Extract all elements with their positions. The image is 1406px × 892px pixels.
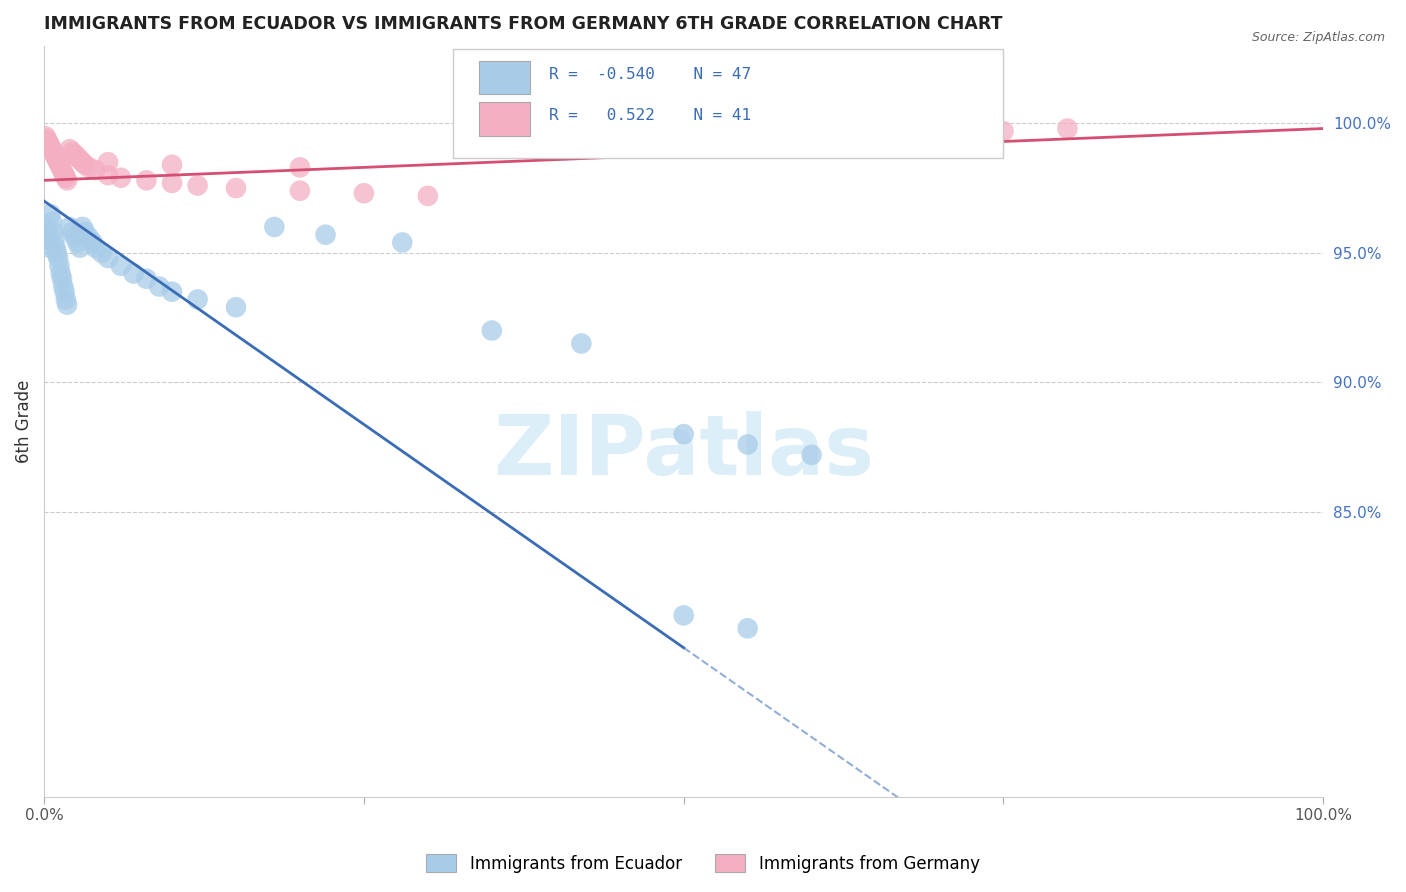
Point [39, 207, 62, 221]
Point [59, 142, 82, 156]
Point [1056, 121, 1078, 136]
Point [672, 427, 695, 442]
Point [135, 271, 157, 285]
Point [481, 324, 503, 338]
Point [63, 230, 86, 244]
Point [37, 135, 59, 149]
Point [41, 142, 63, 156]
Point [672, 608, 695, 623]
Point [45, 241, 67, 255]
Point [187, 178, 209, 193]
Point [160, 158, 183, 172]
Point [42, 145, 65, 159]
Point [569, 336, 592, 351]
Point [60, 225, 83, 239]
Point [225, 181, 247, 195]
Point [51, 163, 73, 178]
Point [48, 259, 70, 273]
Point [263, 219, 285, 234]
Point [66, 150, 89, 164]
Text: R =   0.522    N = 41: R = 0.522 N = 41 [550, 108, 751, 123]
Point [38, 241, 60, 255]
FancyBboxPatch shape [479, 61, 530, 95]
Point [60, 145, 83, 159]
Point [53, 168, 76, 182]
Text: Source: ZipAtlas.com: Source: ZipAtlas.com [1251, 31, 1385, 45]
Point [73, 158, 96, 172]
Point [135, 173, 157, 187]
Point [97, 155, 120, 169]
Point [993, 124, 1015, 138]
Legend: Immigrants from Ecuador, Immigrants from Germany: Immigrants from Ecuador, Immigrants from… [420, 847, 986, 880]
Point [49, 267, 72, 281]
Point [63, 147, 86, 161]
Text: IMMIGRANTS FROM ECUADOR VS IMMIGRANTS FROM GERMANY 6TH GRADE CORRELATION CHART: IMMIGRANTS FROM ECUADOR VS IMMIGRANTS FR… [44, 15, 1002, 33]
Point [46, 251, 69, 265]
Point [737, 437, 759, 451]
Point [84, 241, 107, 255]
Point [391, 235, 413, 250]
Point [45, 153, 67, 167]
Point [39, 139, 62, 153]
Point [110, 170, 132, 185]
Point [51, 271, 73, 285]
Point [45, 150, 67, 164]
Point [800, 448, 823, 462]
Point [90, 245, 112, 260]
Point [737, 621, 759, 635]
Point [49, 161, 72, 175]
Point [48, 158, 70, 172]
Point [288, 184, 311, 198]
Point [56, 173, 79, 187]
Point [84, 163, 107, 178]
Point [353, 186, 375, 201]
Point [97, 251, 120, 265]
Point [46, 155, 69, 169]
Point [69, 241, 91, 255]
Point [38, 137, 60, 152]
Point [45, 245, 67, 260]
Point [72, 219, 94, 234]
Point [77, 161, 100, 175]
Point [72, 155, 94, 169]
Point [97, 168, 120, 182]
Point [56, 298, 79, 312]
Point [187, 293, 209, 307]
Point [44, 147, 66, 161]
Point [41, 215, 63, 229]
Point [82, 235, 104, 250]
Point [37, 233, 59, 247]
Point [59, 219, 82, 234]
Point [44, 233, 66, 247]
Point [34, 219, 56, 234]
Point [160, 176, 183, 190]
Point [315, 227, 337, 242]
Text: R =  -0.540    N = 47: R = -0.540 N = 47 [550, 67, 751, 82]
Point [52, 279, 75, 293]
Point [55, 293, 77, 307]
Point [53, 285, 76, 299]
FancyBboxPatch shape [454, 49, 1004, 158]
Y-axis label: 6th Grade: 6th Grade [15, 379, 32, 463]
FancyBboxPatch shape [479, 102, 530, 136]
Point [122, 267, 145, 281]
Text: ZIPatlas: ZIPatlas [494, 410, 875, 491]
Point [416, 189, 439, 203]
Point [66, 235, 89, 250]
Point [35, 132, 58, 146]
Point [288, 161, 311, 175]
Point [73, 225, 96, 239]
Point [42, 225, 65, 239]
Point [69, 153, 91, 167]
Point [148, 279, 170, 293]
Point [34, 129, 56, 144]
Point [35, 225, 58, 239]
Point [52, 165, 75, 179]
Point [110, 259, 132, 273]
Point [225, 300, 247, 314]
Point [77, 230, 100, 244]
Point [160, 285, 183, 299]
Point [55, 170, 77, 185]
